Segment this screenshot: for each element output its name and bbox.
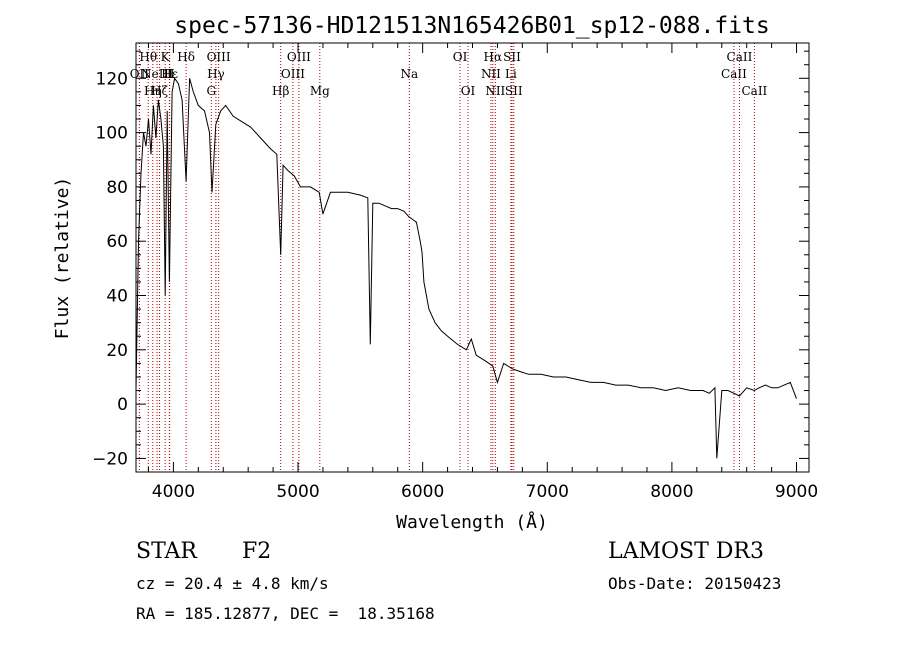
- y-tick-label-7: 120: [96, 69, 128, 89]
- line-label-12: Hβ: [272, 84, 289, 98]
- line-label-6: H: [164, 67, 174, 81]
- y-tick-label-1: 0: [117, 395, 128, 415]
- line-label-15: Mg: [310, 84, 330, 98]
- y-axis-ticks: −20 0 20 40 60 80 100 120: [92, 50, 809, 473]
- y-axis-label: Flux (relative): [52, 177, 73, 340]
- line-label-20: Hα: [484, 50, 503, 64]
- line-label-19: NII: [481, 67, 501, 81]
- y-tick-label-5: 80: [106, 178, 128, 198]
- x-axis-ticks: 4000 5000 6000 7000 8000 9000: [147, 43, 818, 502]
- line-label-5: K: [161, 50, 171, 64]
- line-label-17: OI: [453, 50, 468, 64]
- line-label-9: G: [206, 84, 216, 98]
- y-tick-label-0: −20: [92, 449, 128, 469]
- x-tick-label-2: 6000: [401, 482, 444, 502]
- line-label-1: Hθ: [139, 50, 157, 64]
- y-tick-label-3: 40: [106, 287, 128, 307]
- line-label-3: NeIII: [141, 67, 173, 81]
- line-label-0: OII: [130, 67, 150, 81]
- line-label-10: Hγ: [207, 67, 225, 81]
- line-label-22: Li: [505, 67, 517, 81]
- x-tick-label-5: 9000: [775, 482, 818, 502]
- line-label-7: Hε: [161, 67, 178, 81]
- y-tick-label-4: 60: [106, 232, 128, 252]
- survey-name: LAMOST DR3: [608, 539, 764, 564]
- line-label-11: OIII: [207, 50, 231, 64]
- line-label-8: Hδ: [177, 50, 195, 64]
- line-label-14: OIII: [287, 50, 311, 64]
- line-label-27: CaII: [741, 84, 767, 98]
- y-tick-label-6: 100: [96, 124, 128, 144]
- spectrum-series-line: [135, 77, 797, 459]
- object-type: STAR: [136, 539, 197, 564]
- line-label-16: Na: [400, 67, 418, 81]
- line-label-23: SII: [503, 50, 521, 64]
- x-tick-label-4: 8000: [650, 482, 693, 502]
- line-label-4: Hζ: [151, 84, 168, 98]
- x-tick-label-1: 5000: [276, 482, 319, 502]
- chart-title: spec-57136-HD121513N165426B01_sp12-088.f…: [174, 13, 769, 39]
- line-label-18: OI: [461, 84, 476, 98]
- line-label-24: SII: [505, 84, 523, 98]
- x-tick-label-0: 4000: [152, 482, 195, 502]
- line-label-25: CaII: [721, 67, 747, 81]
- line-label-2: Hη: [144, 84, 162, 98]
- spectral-line-markers: [138, 43, 755, 472]
- plot-frame: [135, 42, 810, 473]
- observation-date: Obs-Date: 20150423: [608, 574, 782, 593]
- redshift-velocity: cz = 20.4 ± 4.8 km/s: [136, 574, 329, 593]
- coordinates: RA = 185.12877, DEC = 18.35168: [136, 604, 435, 623]
- line-label-26: CaII: [727, 50, 753, 64]
- x-axis-label: Wavelength (Å): [396, 511, 548, 533]
- subclass: F2: [242, 539, 272, 564]
- x-tick-label-3: 7000: [526, 482, 569, 502]
- line-label-13: OIII: [281, 67, 305, 81]
- y-tick-label-2: 20: [106, 341, 128, 361]
- line-label-21: NII: [485, 84, 505, 98]
